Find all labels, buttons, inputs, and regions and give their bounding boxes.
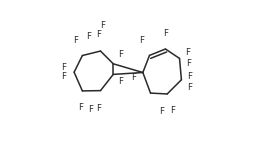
Text: F: F: [188, 72, 192, 81]
Text: F: F: [187, 83, 192, 92]
Text: F: F: [78, 103, 83, 112]
Text: F: F: [170, 106, 176, 115]
Text: F: F: [139, 36, 144, 45]
Text: F: F: [118, 77, 123, 86]
Text: F: F: [185, 48, 190, 57]
Text: F: F: [61, 63, 66, 72]
Text: F: F: [132, 73, 136, 82]
Text: F: F: [61, 72, 66, 81]
Text: F: F: [118, 50, 123, 59]
Text: F: F: [96, 30, 101, 39]
Text: F: F: [86, 32, 91, 41]
Text: F: F: [100, 21, 105, 30]
Text: F: F: [88, 105, 93, 114]
Text: F: F: [74, 36, 78, 45]
Text: F: F: [96, 104, 101, 113]
Text: F: F: [163, 29, 168, 38]
Text: F: F: [160, 107, 165, 116]
Text: F: F: [186, 59, 191, 68]
